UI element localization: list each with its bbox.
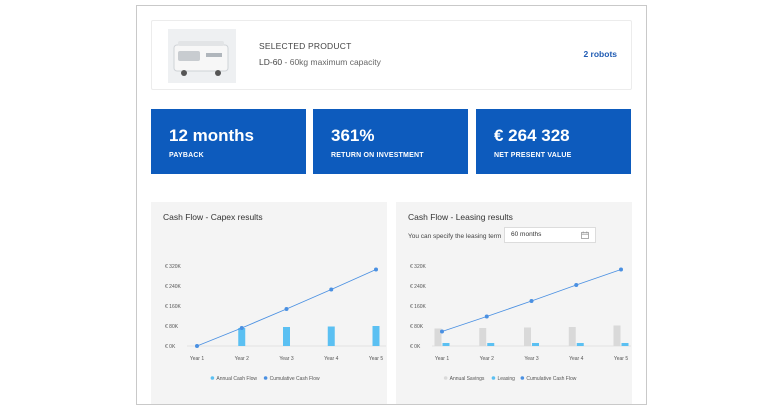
y-tick-label: € 160K [410,304,427,310]
kpi-npv-label: NET PRESENT VALUE [494,152,572,159]
x-tick-label: Year 4 [569,356,583,362]
bar [283,327,290,346]
robot-image [168,29,236,83]
leasing-term-value: 60 months [511,231,542,238]
y-tick-label: € 240K [410,284,427,290]
kpi-payback-value: 12 months [169,126,255,145]
selected-product-card: SELECTED PRODUCT LD-60 - 60kg maximum ca… [151,20,632,90]
kpi-roi: 361% RETURN ON INVESTMENT [313,109,468,174]
bar [613,325,621,346]
legend-entry: Cumulative Cash Flow [270,376,320,382]
leasing-cash-flow-chart: € 0K € 80K € 160K € 240K € 320K Year 1 Year 2 Y… [410,264,631,382]
x-tick-label: Year 1 [190,356,204,362]
data-point [239,326,244,330]
x-tick-label: Year 2 [235,356,249,362]
capex-chart-panel: € 0K € 80K € 160K € 240K € 320K Year 1 Year 2 Y… [151,202,387,404]
bar [576,343,584,346]
calendar-icon[interactable] [581,231,589,239]
product-model: LD-60 [259,57,283,67]
data-point [574,283,579,287]
product-separator: - [282,57,290,67]
product-capacity: 60kg maximum capacity [289,57,381,67]
bar [372,326,380,346]
data-point [619,267,623,272]
y-tick-label: € 80K [410,324,424,330]
leasing-chart-panel: € 0K € 80K € 160K € 240K € 320K Year 1 Year 2 Y… [396,202,632,404]
data-point [440,329,444,334]
bar [327,326,335,346]
capex-cash-flow-chart: € 0K € 80K € 160K € 240K € 320K Year 1 Year 2 Y… [165,264,386,382]
bar [524,327,531,346]
x-tick-label: Year 5 [614,356,628,362]
legend-entry: Cumulative Cash Flow [526,376,576,382]
leasing-term-select[interactable]: 60 months [504,227,596,243]
y-tick-label: € 160K [165,304,182,310]
bar [487,343,495,346]
x-tick-label: Year 4 [324,356,338,362]
legend-entry: Leasing [497,376,515,382]
legend-marker [210,376,215,380]
capex-chart-title: Cash Flow - Capex results [163,212,263,222]
y-tick-label: € 80K [165,324,179,330]
kpi-roi-label: RETURN ON INVESTMENT [331,152,424,159]
x-tick-label: Year 1 [435,356,449,362]
leasing-chart-title: Cash Flow - Leasing results [408,212,513,222]
product-description: LD-60 - 60kg maximum capacity [259,57,381,67]
legend-marker [263,376,268,380]
bar [532,343,539,346]
data-point [484,314,489,319]
x-tick-label: Year 3 [524,356,538,362]
data-point [329,287,334,292]
y-tick-label: € 240K [165,284,182,290]
kpi-payback-label: PAYBACK [169,152,204,159]
legend-entry: Annual Cash Flow [216,376,257,382]
data-point [195,344,199,348]
x-tick-label: Year 2 [480,356,494,362]
bar [568,327,576,346]
roi-calculator-frame: SELECTED PRODUCT LD-60 - 60kg maximum ca… [136,5,647,405]
bar [442,343,450,346]
x-tick-label: Year 3 [279,356,293,362]
data-point [374,267,378,272]
bar [479,328,487,346]
legend-marker [520,376,525,380]
y-tick-label: € 320K [165,264,182,270]
x-tick-label: Year 5 [369,356,383,362]
y-tick-label: € 320K [410,264,427,270]
kpi-payback: 12 months PAYBACK [151,109,306,174]
leasing-term-label: You can specify the leasing term [408,233,502,240]
kpi-roi-value: 361% [331,126,375,145]
bar [621,343,629,346]
legend-marker [443,376,448,380]
legend-marker [491,376,496,380]
kpi-npv-value: € 264 328 [494,126,570,145]
bar [238,328,246,346]
data-point [284,307,289,311]
y-tick-label: € 0K [165,344,176,350]
selected-product-heading: SELECTED PRODUCT [259,41,352,51]
y-tick-label: € 0K [410,344,421,350]
legend-entry: Annual Savings [450,376,485,382]
robot-count-link[interactable]: 2 robots [583,49,617,59]
data-point [529,299,534,303]
kpi-npv: € 264 328 NET PRESENT VALUE [476,109,631,174]
bar [434,328,442,346]
